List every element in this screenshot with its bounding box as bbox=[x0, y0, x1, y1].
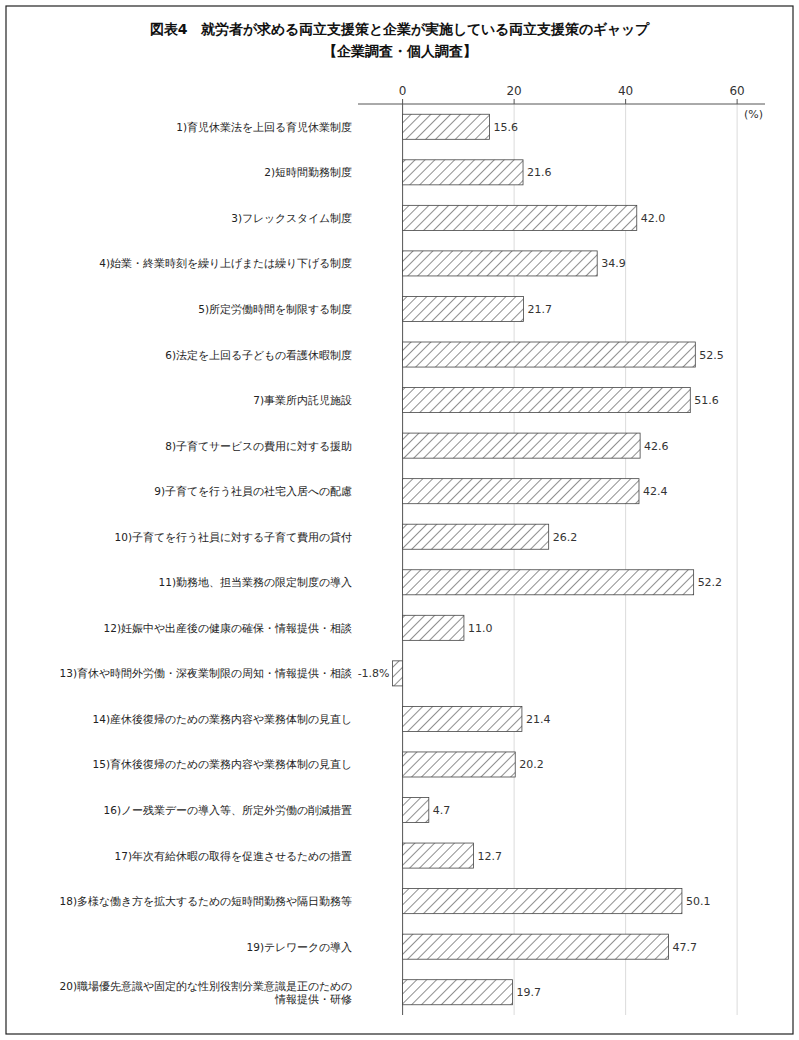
bar bbox=[403, 251, 598, 276]
bar bbox=[403, 706, 522, 731]
grid-line bbox=[402, 104, 403, 1015]
data-label: 42.0 bbox=[641, 212, 666, 225]
category-label: 1)育児休業法を上回る育児休業制度 bbox=[176, 121, 352, 133]
data-label: 4.7 bbox=[433, 804, 451, 817]
subtitle: 【企業調査・個人調査】 bbox=[323, 43, 477, 59]
data-label: 20.2 bbox=[519, 758, 544, 771]
bar bbox=[403, 479, 639, 504]
data-label: 34.9 bbox=[601, 257, 626, 270]
data-label: 21.6 bbox=[527, 166, 552, 179]
grid-line bbox=[625, 104, 626, 1015]
category-label: 12)妊娠中や出産後の健康の確保・情報提供・相談 bbox=[104, 622, 352, 634]
tick-mark bbox=[625, 99, 626, 104]
category-label: 16)ノー残業デーの導入等、所定外労働の削減措置 bbox=[104, 804, 352, 816]
bar bbox=[403, 342, 696, 367]
category-label: 7)事業所内託児施設 bbox=[253, 394, 352, 406]
category-label: 5)所定労働時間を制限する制度 bbox=[198, 303, 352, 316]
bar bbox=[393, 661, 403, 686]
data-label: 51.6 bbox=[694, 394, 719, 407]
tick-mark bbox=[402, 99, 403, 104]
data-label: 11.0 bbox=[468, 622, 493, 635]
bar bbox=[403, 296, 524, 321]
tick-label: 40 bbox=[618, 84, 633, 98]
bar bbox=[403, 388, 691, 413]
category-label: 8)子育てサービスの費用に対する援助 bbox=[165, 440, 352, 453]
category-label: 20)職場優先意識や固定的な性別役割分業意識是正のための情報提供・研修 bbox=[60, 980, 352, 1005]
data-label: 52.5 bbox=[699, 349, 724, 362]
tick-label: 20 bbox=[506, 84, 521, 98]
data-label: -1.8% bbox=[358, 667, 390, 680]
title: 図表4 就労者が求める両立支援策と企業が実施している両立支援策のギャップ bbox=[150, 21, 651, 37]
category-label: 19)テレワークの導入 bbox=[247, 941, 352, 953]
category-label: 15)育休後復帰のための業務内容や業務体制の見直し bbox=[93, 758, 352, 770]
bar bbox=[403, 615, 464, 640]
chart: 図表4 就労者が求める両立支援策と企業が実施している両立支援策のギャップ【企業調… bbox=[0, 0, 799, 1040]
bar bbox=[403, 205, 637, 230]
data-label: 42.4 bbox=[643, 485, 668, 498]
category-label: 4)始業・終業時刻を繰り上げまたは繰り下げる制度 bbox=[99, 257, 352, 270]
category-label: 2)短時間勤務制度 bbox=[264, 166, 352, 178]
data-label: 50.1 bbox=[686, 895, 711, 908]
data-label: 52.2 bbox=[698, 576, 723, 589]
bar bbox=[403, 889, 682, 914]
bar bbox=[403, 843, 474, 868]
data-label: 12.7 bbox=[477, 850, 502, 863]
data-label: 42.6 bbox=[644, 440, 669, 453]
bar bbox=[403, 114, 490, 139]
data-label: 19.7 bbox=[516, 986, 541, 999]
bar bbox=[403, 524, 549, 549]
category-label: 6)法定を上回る子どもの看護休暇制度 bbox=[165, 349, 352, 361]
data-label: 15.6 bbox=[494, 121, 519, 134]
category-label: 3)フレックスタイム制度 bbox=[231, 212, 352, 224]
grid-line bbox=[514, 104, 515, 1015]
category-label: 18)多様な働き方を拡大するための短時間勤務や隔日勤務等 bbox=[60, 895, 352, 908]
tick-label: 0 bbox=[399, 84, 407, 98]
category-label: 11)勤務地、担当業務の限定制度の導入 bbox=[159, 576, 352, 588]
bar bbox=[403, 752, 516, 777]
tick-label: 60 bbox=[729, 84, 744, 98]
bar bbox=[403, 433, 641, 458]
bar bbox=[403, 570, 694, 595]
data-label: 21.4 bbox=[526, 713, 551, 726]
category-label: 10)子育てを行う社員に対する子育て費用の貸付 bbox=[115, 531, 352, 544]
axis-label: (%) bbox=[744, 108, 763, 121]
category-label: 13)育休や時間外労働・深夜業制限の周知・情報提供・相談 bbox=[60, 667, 352, 679]
category-label: 14)産休後復帰のための業務内容や業務体制の見直し bbox=[93, 713, 352, 725]
bar bbox=[403, 797, 429, 822]
bar bbox=[403, 934, 669, 959]
data-label: 26.2 bbox=[553, 531, 578, 544]
labels: 15.6 1)育児休業法を上回る育児休業制度 21.6 2)短時間勤務制度 42.0 3)… bbox=[60, 121, 724, 1005]
grid: 0 20 40 60 bbox=[399, 84, 745, 1015]
data-label: 47.7 bbox=[673, 941, 698, 954]
data-label: 21.7 bbox=[528, 303, 553, 316]
tick-mark bbox=[514, 99, 515, 104]
bar bbox=[403, 160, 523, 185]
bar bbox=[403, 980, 513, 1005]
tick-mark bbox=[737, 99, 738, 104]
frame bbox=[6, 6, 793, 1034]
x-axis-line bbox=[358, 104, 765, 105]
category-label: 9)子育てを行う社員の社宅入居への配慮 bbox=[154, 485, 352, 498]
category-label: 17)年次有給休暇の取得を促進させるための措置 bbox=[115, 850, 352, 862]
bars bbox=[393, 114, 696, 1005]
grid-line bbox=[737, 104, 738, 1015]
